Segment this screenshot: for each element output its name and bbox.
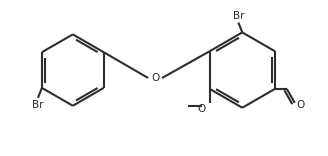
Text: Br: Br — [32, 100, 44, 110]
Text: O: O — [297, 100, 305, 110]
Text: Br: Br — [233, 10, 244, 21]
Text: O: O — [197, 104, 206, 114]
Text: O: O — [151, 73, 159, 83]
